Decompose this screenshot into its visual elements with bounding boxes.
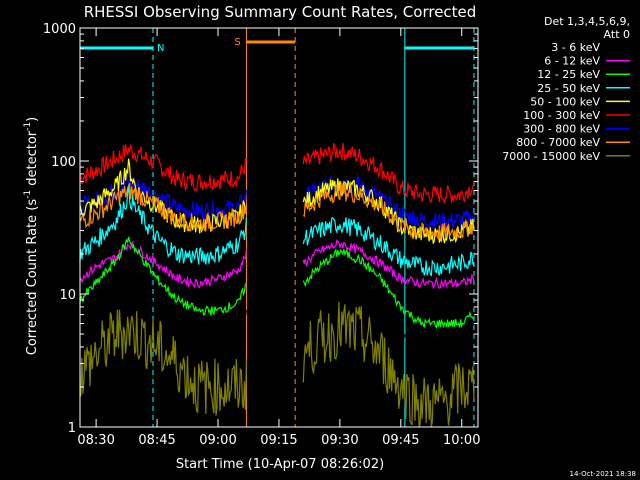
legend-label-6: 300 - 800 keV [523,123,600,136]
series-line-8-1 [302,301,475,428]
legend-header-2: Att 0 [604,28,630,41]
y-axis-label-sup-1: -1 [23,190,33,199]
series-line-7-1 [302,267,475,353]
series-layer [79,142,475,428]
x-tick-label-0: 08:30 [77,433,114,448]
series-line-3-0 [79,182,247,233]
y-axis-label-main: Corrected Count Rate (s [25,199,40,356]
series-line-0-1 [302,142,475,204]
y-tick-label-1: 10 [59,288,76,303]
x-tick-label-6: 10:00 [443,433,480,448]
series-line-0-0 [79,143,247,192]
series-line-7-0 [79,264,247,354]
y-axis-label-end: ) [25,117,40,122]
legend-label-3: 25 - 50 keV [537,82,600,95]
x-tick-label-3: 09:15 [260,433,297,448]
series-line-1-1 [302,175,475,231]
series-line-1-0 [79,175,247,221]
y-tick-label-2: 100 [51,155,76,170]
legend-label-7: 800 - 7000 keV [516,136,600,149]
legend-label-2: 12 - 25 keV [537,68,600,81]
plot-frame [79,27,479,428]
x-tick-label-5: 09:45 [382,433,419,448]
x-axis-label: Start Time (10-Apr-07 08:26:02) [176,457,384,472]
series-line-4-0 [79,186,247,265]
plot-area: N S 08:30 08:45 09:00 09:15 09:30 09:45 10:00 1 1… [43,22,481,448]
footer-timestamp: 14-Oct-2021 18:38 [570,470,636,478]
night-label-0: N [157,43,164,54]
series-line-4-1 [302,216,475,277]
series-line-2-0 [79,158,247,234]
legend-label-4: 50 - 100 keV [530,95,600,108]
y-axis-label-mid: detector [25,130,40,190]
y-axis-label-sup-2: -1 [23,122,33,131]
series-line-5-0 [79,240,247,289]
chart-title: RHESSI Observing Summary Count Rates, Co… [84,3,477,21]
legend-label-8: 7000 - 15000 keV [502,150,600,163]
series-line-8-0 [79,309,247,416]
x-tick-label-2: 09:00 [199,433,236,448]
y-tick-label-3: 1000 [43,22,76,37]
legend-label-1: 6 - 12 keV [544,55,600,68]
series-line-5-1 [302,239,475,290]
series-line-6-1 [302,247,475,330]
series-line-3-1 [302,181,475,240]
legend-header-1: Det 1,3,4,5,6,9, [544,15,630,28]
axis-ticks: 08:30 08:45 09:00 09:15 09:30 09:45 10:00 1 10 10… [43,22,481,448]
x-tick-label-4: 09:30 [321,433,358,448]
series-line-6-0 [79,236,247,317]
x-tick-label-1: 08:45 [138,433,175,448]
y-axis-label: Corrected Count Rate (s-1 detector-1) [23,117,40,355]
legend-label-5: 100 - 300 keV [523,109,600,122]
saa-label-0: S [234,37,240,48]
legend-label-0: 3 - 6 keV [551,41,600,54]
y-tick-label-0: 1 [68,421,76,436]
